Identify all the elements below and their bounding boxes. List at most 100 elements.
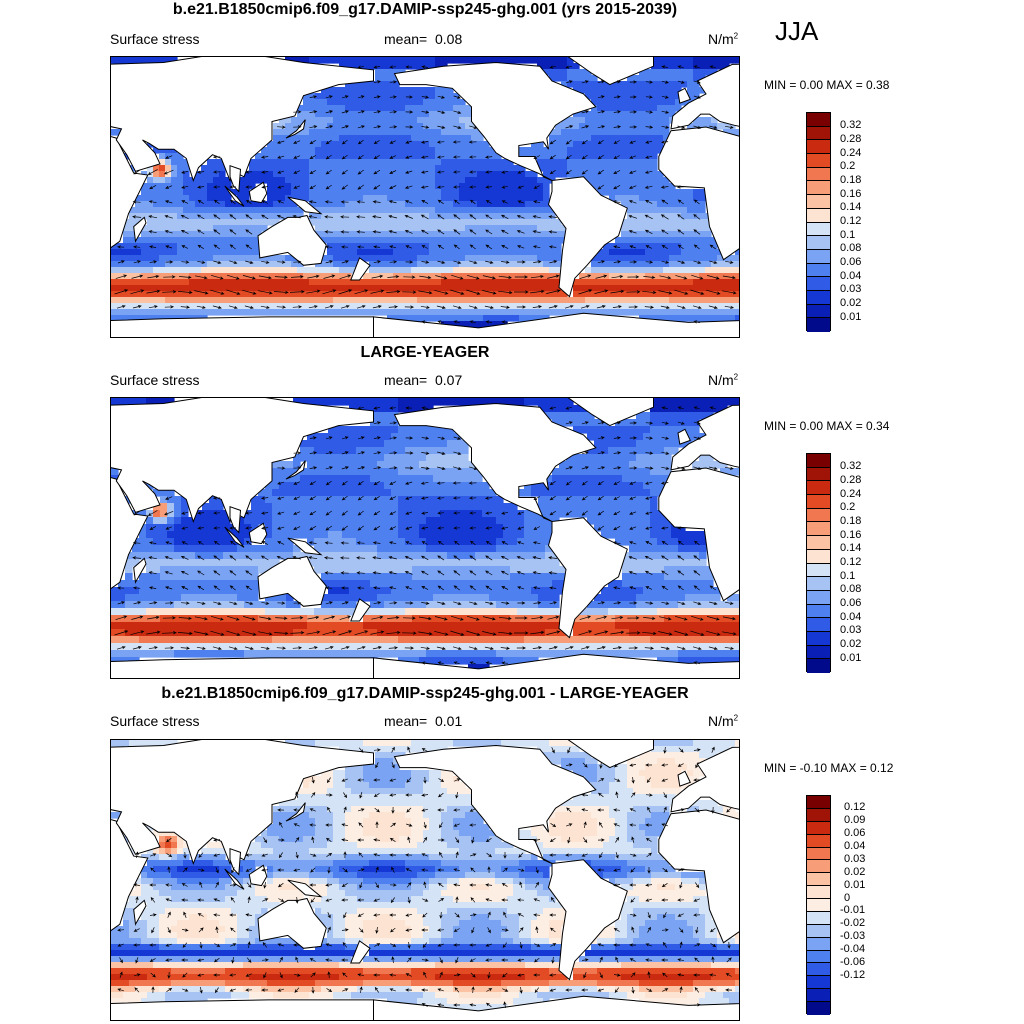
colorbar-swatch (807, 821, 830, 835)
colorbar-tick-label: 0.08 (840, 583, 862, 596)
stress-vectors (117, 746, 733, 1008)
panel-2-variable: Surface stress (110, 372, 200, 388)
coastline (111, 740, 739, 1020)
colorbar-swatch (807, 249, 830, 264)
panel-3-mean-label: mean= (384, 713, 428, 729)
stress-vectors (114, 65, 737, 324)
colorbar-tick-label: 0.18 (840, 514, 862, 527)
colorbar-swatch (807, 834, 830, 848)
coastline (111, 57, 739, 337)
colorbar-swatch (807, 126, 830, 141)
colorbar-swatch (807, 522, 830, 537)
colorbar-swatch (807, 195, 830, 209)
panel-3-minmax: MIN = -0.10 MAX = 0.12 (764, 761, 894, 775)
colorbar-swatch (807, 645, 830, 660)
colorbar-swatch (807, 937, 830, 951)
colorbar-swatch (807, 167, 830, 182)
colorbar-tick-label: 0.32 (840, 460, 862, 473)
colorbar-tick-label: 0.06 (840, 597, 862, 610)
colorbar-tick-label: -0.01 (840, 904, 866, 917)
colorbar-tick-label: 0.2 (840, 160, 856, 173)
colorbar-tick-label: 0.16 (840, 528, 862, 541)
colorbar-tick-label: 0.03 (840, 624, 862, 637)
colorbar-swatch (807, 113, 830, 127)
colorbar-tick-label: 0.14 (840, 542, 862, 555)
colorbar-tick-label: 0.02 (840, 638, 862, 651)
panel-2-colorbar (806, 453, 831, 673)
colorbar-tick-label: 0.28 (840, 132, 862, 145)
colorbar-tick-label: 0.32 (840, 119, 862, 132)
panel-1-variable: Surface stress (110, 31, 200, 47)
panel-3-units: N/m2 (708, 713, 738, 729)
colorbar-tick-label: 0.01 (844, 878, 866, 891)
colorbar-tick-label: 0.1 (840, 569, 856, 582)
colorbar-tick-label: -0.12 (840, 968, 866, 981)
panel-2-units: N/m2 (708, 372, 738, 388)
panel-3-variable: Surface stress (110, 713, 200, 729)
colorbar-tick-label: 0.12 (840, 556, 862, 568)
colorbar-tick-label: 0.12 (840, 215, 862, 227)
colorbar-swatch (807, 236, 830, 250)
panel-1-minmax: MIN = 0.00 MAX = 0.38 (764, 78, 890, 92)
colorbar-swatch (807, 577, 830, 591)
colorbar-tick-label: 0.28 (840, 473, 862, 486)
colorbar-tick-label: 0.06 (840, 256, 862, 269)
colorbar-tick-label: 0.1 (840, 228, 856, 241)
panel-3-title: b.e21.B1850cmip6.f09_g17.DAMIP-ssp245-gh… (161, 685, 689, 702)
panel-1-units: N/m2 (708, 31, 738, 47)
colorbar-swatch (807, 467, 830, 482)
colorbar-swatch (807, 659, 830, 673)
colorbar-swatch (807, 590, 830, 605)
colorbar-tick-label: -0.04 (840, 943, 866, 956)
panel-1-map-canvas (111, 57, 739, 337)
colorbar-swatch (807, 796, 830, 809)
panel-3-map-canvas (111, 740, 739, 1020)
panel-2-mean-label: mean= (384, 372, 428, 388)
colorbar-swatch (807, 963, 830, 977)
colorbar-tick-label: 0 (844, 891, 851, 904)
panel-3-mean-value: 0.01 (434, 713, 463, 729)
panel-3-units-base: N/m (708, 713, 734, 729)
colorbar-tick-label: 0.2 (840, 501, 856, 514)
colorbar-swatch (807, 604, 830, 619)
colorbar-swatch (807, 911, 830, 925)
colorbar-swatch (807, 631, 830, 646)
panel-2-mean: mean= 0.07 (384, 372, 462, 388)
panel-2-map-canvas (111, 398, 739, 678)
colorbar-swatch (807, 481, 830, 496)
colorbar-swatch (807, 536, 830, 550)
colorbar-tick-label: 0.03 (840, 283, 862, 296)
colorbar-swatch (807, 989, 830, 1002)
colorbar-swatch (807, 508, 830, 523)
colorbar-swatch (807, 318, 830, 332)
panel-3-mean: mean= 0.01 (384, 713, 462, 729)
panel-1-mean-label: mean= (384, 31, 428, 47)
colorbar-tick-label: 0.01 (840, 651, 862, 664)
colorbar-swatch (807, 618, 830, 632)
panel-1-mean: mean= 0.08 (384, 31, 462, 47)
colorbar-swatch (807, 181, 830, 196)
colorbar-swatch (807, 899, 830, 912)
colorbar-tick-label: 0.04 (840, 610, 862, 623)
colorbar-swatch (807, 208, 830, 223)
panel-3-map (110, 739, 740, 1021)
panel-2-mean-value: 0.07 (434, 372, 463, 388)
colorbar-swatch (807, 222, 830, 237)
colorbar-tick-label: 0.04 (840, 269, 862, 282)
panel-1-map (110, 56, 740, 338)
colorbar-tick-label: 0.24 (840, 487, 862, 500)
colorbar-swatch (807, 140, 830, 155)
colorbar-tick-label: -0.03 (840, 930, 866, 943)
colorbar-swatch (807, 154, 830, 168)
colorbar-tick-label: 0.03 (844, 852, 866, 865)
colorbar-tick-label: 0.01 (840, 310, 862, 323)
season-label: JJA (775, 16, 819, 46)
colorbar-swatch (807, 495, 830, 509)
colorbar-tick-label: 0.14 (840, 201, 862, 214)
colorbar-swatch (807, 847, 830, 861)
colorbar-tick-label: 0.16 (840, 187, 862, 200)
panel-1-mean-value: 0.08 (434, 31, 463, 47)
panel-2-map (110, 397, 740, 679)
panel-2-units-base: N/m (708, 372, 734, 388)
colorbar-tick-label: -0.06 (840, 955, 866, 968)
